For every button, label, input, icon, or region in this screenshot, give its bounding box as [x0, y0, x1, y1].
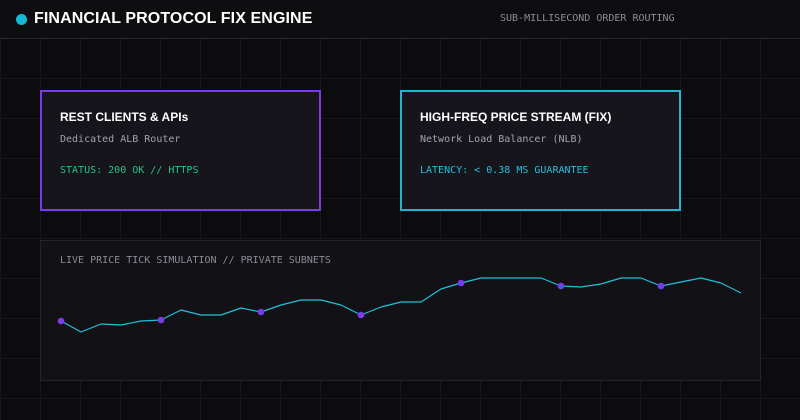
status-dot-icon: [16, 14, 27, 25]
app-title: FINANCIAL PROTOCOL FIX ENGINE: [34, 10, 313, 27]
header-bar: FINANCIAL PROTOCOL FIX ENGINE SUB-MILLIS…: [0, 0, 800, 39]
price-series-line: [60, 277, 742, 333]
rest-clients-card[interactable]: REST CLIENTS & APIs Dedicated ALB Router…: [40, 90, 321, 211]
tick-marker-point: [257, 308, 265, 316]
tick-marker-point: [457, 279, 465, 287]
price-chart-panel: LIVE PRICE TICK SIMULATION // PRIVATE SU…: [40, 240, 761, 381]
card-description: Dedicated ALB Router: [60, 134, 181, 145]
price-stream-card[interactable]: HIGH-FREQ PRICE STREAM (FIX) Network Loa…: [400, 90, 681, 211]
price-tick-chart: [57, 277, 742, 333]
card-title: HIGH-FREQ PRICE STREAM (FIX): [420, 110, 612, 124]
chart-panel-label: LIVE PRICE TICK SIMULATION // PRIVATE SU…: [60, 255, 331, 266]
card-status: STATUS: 200 OK // HTTPS: [60, 165, 199, 176]
tick-marker-point: [57, 317, 65, 325]
tick-marker-point: [157, 316, 165, 324]
tick-marker-point: [657, 282, 665, 290]
card-status: LATENCY: < 0.38 MS GUARANTEE: [420, 165, 589, 176]
tick-marker-point: [357, 311, 365, 319]
tick-marker-point: [557, 282, 565, 290]
card-description: Network Load Balancer (NLB): [420, 134, 583, 145]
app-subtitle: SUB-MILLISECOND ORDER ROUTING: [500, 13, 675, 24]
card-title: REST CLIENTS & APIs: [60, 110, 189, 124]
